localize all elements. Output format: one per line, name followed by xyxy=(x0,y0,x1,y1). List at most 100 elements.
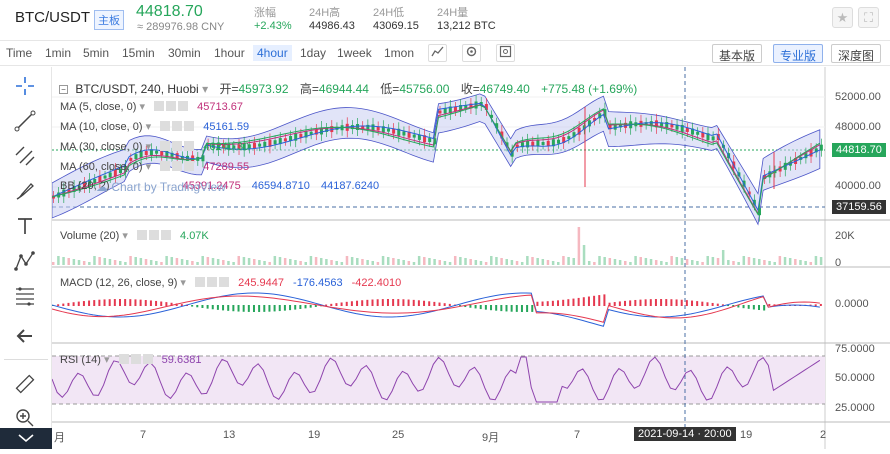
rsi-legend[interactable]: RSI (14) ▾ 59.6381 xyxy=(60,354,202,366)
parallel-channel-icon[interactable] xyxy=(11,145,39,171)
close-icon[interactable] xyxy=(184,141,195,151)
candle-body xyxy=(660,122,664,127)
collapse-legend-icon[interactable]: − xyxy=(59,85,68,94)
eye-icon[interactable] xyxy=(118,354,129,364)
candle-body xyxy=(402,131,406,136)
macd-histogram-bar xyxy=(459,305,462,307)
close-icon[interactable] xyxy=(219,277,230,287)
close-icon[interactable] xyxy=(178,101,189,111)
ma10-legend[interactable]: MA (10, close, 0) ▾ 45161.59 xyxy=(60,121,250,133)
close-icon[interactable] xyxy=(142,354,153,364)
eye-icon[interactable] xyxy=(136,230,147,240)
fibonacci-icon[interactable] xyxy=(11,285,39,311)
ticker-header: BTC/USDT 主板 44818.70 ≈ 289976.98 CNY 涨幅 … xyxy=(0,0,890,40)
arrow-left-icon[interactable] xyxy=(11,325,39,351)
volume-bar xyxy=(113,260,117,265)
gear-icon[interactable] xyxy=(172,161,183,171)
view-basic-button[interactable]: 基本版 xyxy=(712,44,763,63)
tf-30min[interactable]: 30min xyxy=(168,46,201,60)
candle-body xyxy=(618,124,622,128)
ohlc-high-value: 46944.44 xyxy=(318,82,369,96)
candle-body xyxy=(98,176,102,182)
last-price: 44818.70 xyxy=(136,3,203,20)
gear-icon[interactable] xyxy=(172,141,183,151)
volume-bar xyxy=(211,258,215,265)
volume-bar xyxy=(675,257,679,265)
volume-bar xyxy=(495,257,498,265)
volume-bar xyxy=(52,262,55,265)
close-icon[interactable] xyxy=(184,161,195,171)
macd-histogram-bar xyxy=(763,305,766,311)
candle-body xyxy=(108,172,112,178)
gear-icon[interactable] xyxy=(130,354,141,364)
volume-bar xyxy=(242,257,246,265)
eye-icon[interactable] xyxy=(160,121,171,131)
settings-gear-icon[interactable] xyxy=(462,44,481,62)
volume-bar xyxy=(325,259,328,265)
candle-body xyxy=(778,166,782,172)
volume-bar xyxy=(639,257,642,265)
pattern-icon[interactable] xyxy=(11,250,39,276)
brush-icon[interactable] xyxy=(11,180,39,206)
macd-histogram-bar xyxy=(242,305,245,312)
view-pro-button[interactable]: 专业版 xyxy=(773,44,824,63)
close-icon[interactable] xyxy=(160,230,171,240)
macd-legend[interactable]: MACD (12, 26, close, 9) ▾ 245.9447 -176.… xyxy=(60,277,402,289)
symbol-title[interactable]: BTC/USDT, 240, Huobi xyxy=(75,82,199,96)
macd-histogram-bar xyxy=(814,304,817,306)
volume-bar xyxy=(366,260,369,265)
eye-icon[interactable] xyxy=(160,141,171,151)
tf-15min[interactable]: 15min xyxy=(122,46,155,60)
gear-icon[interactable] xyxy=(166,101,177,111)
tf-1week[interactable]: 1week xyxy=(337,46,372,60)
candle-body xyxy=(809,149,813,157)
chart-canvas[interactable] xyxy=(52,67,890,449)
tf-1min[interactable]: 1min xyxy=(45,46,72,60)
macd-histogram-bar xyxy=(438,302,441,306)
volume-legend[interactable]: Volume (20) ▾ 4.07K xyxy=(60,230,209,242)
close-icon[interactable] xyxy=(184,121,195,131)
volume-bar xyxy=(603,257,606,265)
collapse-tools-button[interactable] xyxy=(0,428,52,449)
gear-icon[interactable] xyxy=(148,230,159,240)
macd-histogram-bar xyxy=(696,301,699,306)
tf-5min[interactable]: 5min xyxy=(83,46,110,60)
candle-body xyxy=(201,155,205,162)
volume-bar xyxy=(634,256,637,265)
eye-icon[interactable] xyxy=(160,161,171,171)
tf-time[interactable]: Time xyxy=(6,46,33,60)
indicator-chart-icon[interactable] xyxy=(428,44,447,62)
chart-area[interactable]: − BTC/USDT, 240, Huobi ▾ 开=45973.92 高=46… xyxy=(52,67,890,449)
volume-bar xyxy=(289,259,292,265)
tf-1day[interactable]: 1day xyxy=(300,46,327,60)
candle-body xyxy=(289,135,293,141)
zoom-in-icon[interactable] xyxy=(11,407,39,433)
screenshot-icon[interactable] xyxy=(496,44,515,62)
gear-icon[interactable] xyxy=(172,121,183,131)
tf-4hour[interactable]: 4hour xyxy=(253,45,292,61)
tf-1hour[interactable]: 1hour xyxy=(214,46,245,60)
volume-bar xyxy=(484,262,488,265)
macd-signal-line xyxy=(52,294,820,323)
fullscreen-icon[interactable]: ⛶ xyxy=(858,7,879,28)
favorite-star-icon[interactable]: ★ xyxy=(832,7,853,28)
ma5-legend[interactable]: MA (5, close, 0) ▾ 45713.67 xyxy=(60,101,244,113)
bb-legend[interactable]: BB (20, 2) 45391.2475 46594.8710 44187.6… xyxy=(60,180,379,192)
crosshair-icon[interactable] xyxy=(11,75,39,101)
gear-icon[interactable] xyxy=(207,277,218,287)
view-depth-button[interactable]: 深度图 xyxy=(831,44,882,63)
ruler-icon[interactable] xyxy=(11,373,39,399)
eye-icon[interactable] xyxy=(154,101,165,111)
trend-line-icon[interactable] xyxy=(11,110,39,136)
ma30-legend[interactable]: MA (30, close, 0) ▾ 46240.30 xyxy=(60,141,250,153)
tf-1mon[interactable]: 1mon xyxy=(384,46,415,60)
candle-body xyxy=(654,120,658,128)
eye-icon[interactable] xyxy=(195,277,206,287)
ma60-legend[interactable]: MA (60, close, 0) ▾ 47289.55 xyxy=(60,161,250,173)
volume-bar xyxy=(526,256,529,265)
volume-bar xyxy=(340,262,344,265)
text-tool-icon[interactable] xyxy=(11,215,39,241)
ma30-line xyxy=(52,104,821,216)
volume-bar xyxy=(747,257,751,265)
macd-histogram-bar xyxy=(515,305,518,312)
